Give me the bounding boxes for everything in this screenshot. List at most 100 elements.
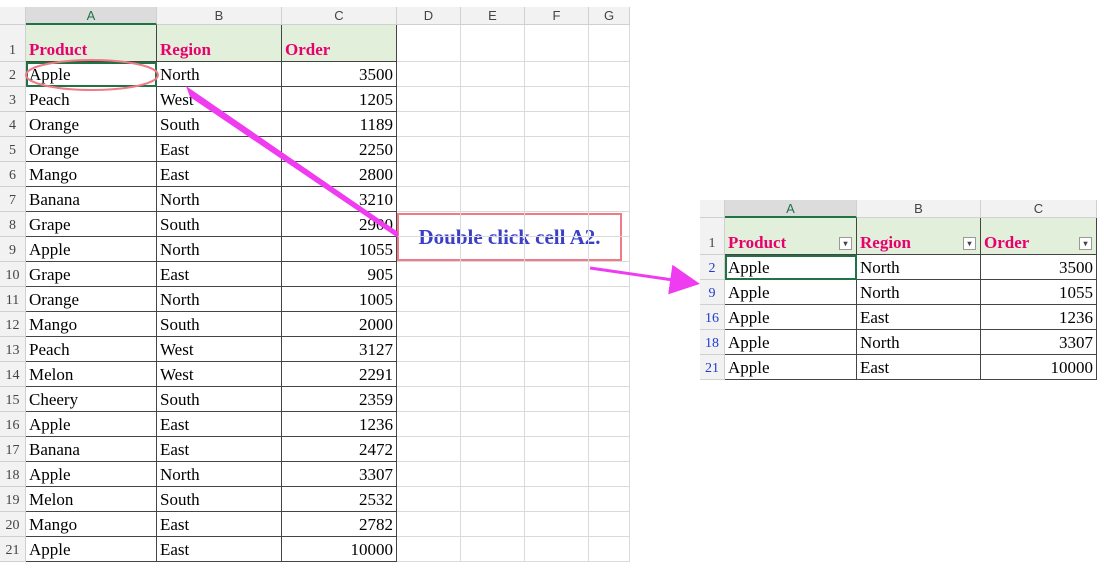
empty-cell — [525, 412, 589, 437]
empty-cell — [525, 187, 589, 212]
cell: 3307 — [981, 330, 1097, 355]
empty-cell — [525, 25, 589, 62]
cell: 2000 — [282, 312, 397, 337]
header-cell: Product — [26, 25, 157, 62]
cell: Apple — [26, 237, 157, 262]
row-header: 1 — [700, 218, 725, 255]
cell: South — [157, 312, 282, 337]
empty-cell — [397, 87, 461, 112]
empty-cell — [461, 187, 525, 212]
cell: 1189 — [282, 112, 397, 137]
column-header: D — [397, 7, 461, 25]
empty-cell — [589, 262, 630, 287]
cell: 2532 — [282, 487, 397, 512]
empty-cell — [589, 337, 630, 362]
cell: East — [157, 162, 282, 187]
empty-cell — [525, 87, 589, 112]
row-header: 2 — [700, 255, 725, 280]
empty-cell — [397, 187, 461, 212]
cell: 3500 — [981, 255, 1097, 280]
cell: Orange — [26, 137, 157, 162]
row-header: 12 — [0, 312, 26, 337]
cell: North — [857, 280, 981, 305]
empty-cell — [589, 25, 630, 62]
empty-cell — [461, 262, 525, 287]
empty-cell — [397, 62, 461, 87]
empty-cell — [397, 312, 461, 337]
cell: 3500 — [282, 62, 397, 87]
cell: 1005 — [282, 287, 397, 312]
cell: Apple — [26, 537, 157, 562]
empty-cell — [397, 462, 461, 487]
row-header: 20 — [0, 512, 26, 537]
empty-cell — [589, 412, 630, 437]
empty-cell — [461, 537, 525, 562]
empty-cell — [589, 312, 630, 337]
column-header: E — [461, 7, 525, 25]
cell: 2800 — [282, 162, 397, 187]
cell: Banana — [26, 187, 157, 212]
cell: North — [157, 287, 282, 312]
cell: 3307 — [282, 462, 397, 487]
cell: West — [157, 362, 282, 387]
filter-button[interactable]: ▾ — [839, 237, 852, 250]
cell: 2359 — [282, 387, 397, 412]
empty-cell — [589, 487, 630, 512]
empty-cell — [525, 137, 589, 162]
empty-cell — [461, 237, 525, 262]
column-header: C — [981, 200, 1097, 218]
row-header: 2 — [0, 62, 26, 87]
cell: East — [157, 537, 282, 562]
empty-cell — [589, 237, 630, 262]
empty-cell — [461, 212, 525, 237]
header-cell: Order ▾ — [981, 218, 1097, 255]
empty-cell — [397, 237, 461, 262]
empty-cell — [461, 462, 525, 487]
column-header: B — [157, 7, 282, 25]
row-header: 8 — [0, 212, 26, 237]
cell: Cheery — [26, 387, 157, 412]
empty-cell — [397, 537, 461, 562]
empty-cell — [461, 512, 525, 537]
empty-cell — [589, 62, 630, 87]
empty-cell — [397, 487, 461, 512]
cell: West — [157, 337, 282, 362]
cell: South — [157, 487, 282, 512]
row-header: 16 — [0, 412, 26, 437]
empty-cell — [461, 387, 525, 412]
cell: North — [157, 62, 282, 87]
header-cell: Order — [282, 25, 397, 62]
row-header: 14 — [0, 362, 26, 387]
empty-cell — [525, 262, 589, 287]
cell: Apple — [725, 255, 857, 280]
row-header: 5 — [0, 137, 26, 162]
row-header: 21 — [700, 355, 725, 380]
empty-cell — [589, 162, 630, 187]
cell: North — [157, 237, 282, 262]
cell: Mango — [26, 512, 157, 537]
empty-cell — [589, 462, 630, 487]
empty-cell — [461, 437, 525, 462]
column-header: C — [282, 7, 397, 25]
empty-cell — [589, 362, 630, 387]
cell: East — [157, 412, 282, 437]
cell: 2472 — [282, 437, 397, 462]
cell: Melon — [26, 362, 157, 387]
empty-cell — [525, 62, 589, 87]
cell: Peach — [26, 87, 157, 112]
filter-button[interactable]: ▾ — [963, 237, 976, 250]
empty-cell — [525, 462, 589, 487]
column-header: G — [589, 7, 630, 25]
filter-button[interactable]: ▾ — [1079, 237, 1092, 250]
empty-cell — [525, 537, 589, 562]
row-header: 3 — [0, 87, 26, 112]
empty-cell — [525, 287, 589, 312]
row-header: 16 — [700, 305, 725, 330]
empty-cell — [461, 312, 525, 337]
header-cell: Product ▾ — [725, 218, 857, 255]
cell: Mango — [26, 312, 157, 337]
column-header: A — [26, 7, 157, 25]
row-header: 6 — [0, 162, 26, 187]
empty-cell — [525, 237, 589, 262]
